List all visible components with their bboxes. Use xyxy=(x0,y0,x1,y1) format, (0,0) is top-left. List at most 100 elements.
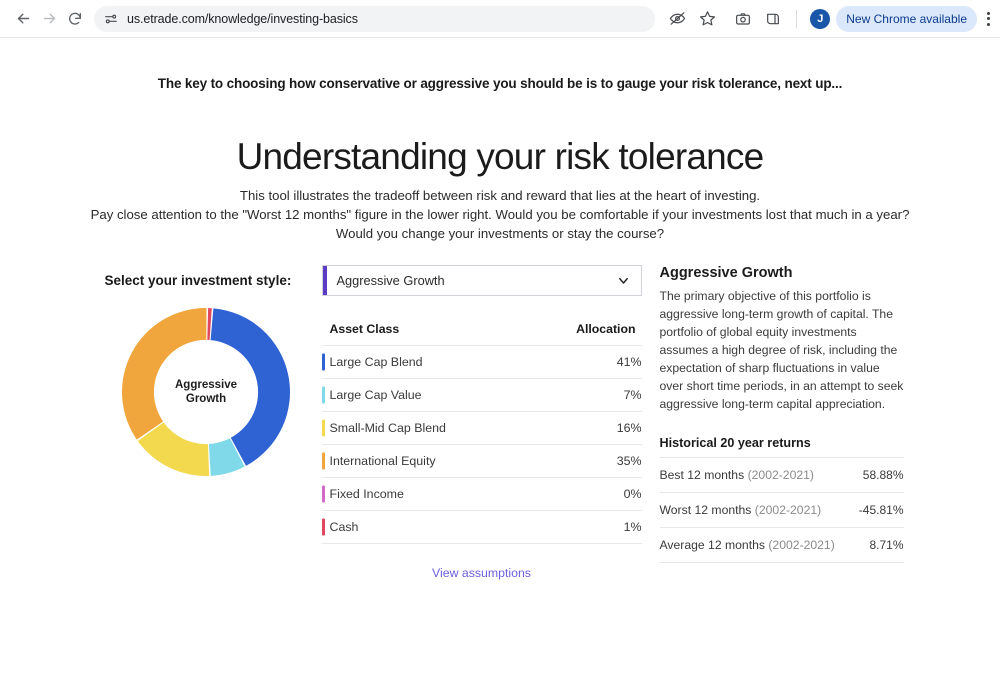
browser-toolbar: us.etrade.com/knowledge/investing-basics… xyxy=(0,0,1000,38)
menu-dot xyxy=(987,22,990,26)
eye-off-button[interactable] xyxy=(663,5,691,33)
subtitle-line-1: This tool illustrates the tradeoff betwe… xyxy=(239,187,761,203)
subtitle-line-3: Would you change your investments or sta… xyxy=(335,226,665,242)
investment-style-value: Aggressive Growth xyxy=(336,273,445,289)
color-swatch xyxy=(321,386,325,404)
allocation-cell: 7% xyxy=(522,378,642,412)
column-header-allocation: Allocation xyxy=(576,322,636,337)
table-row: International Equity 35% xyxy=(321,444,642,478)
back-button[interactable] xyxy=(10,6,36,32)
asset-class-cell: Large Cap Blend xyxy=(321,345,523,379)
color-swatch xyxy=(321,452,325,470)
color-swatch xyxy=(321,518,325,536)
table-header-row: Asset Class Allocation xyxy=(322,322,642,346)
avatar[interactable]: J xyxy=(810,8,831,29)
allocation-donut-chart: Aggressive Growth xyxy=(97,306,316,478)
reload-icon xyxy=(69,12,81,25)
donut-segment xyxy=(210,308,290,467)
page-content: The key to choosing how conservative or … xyxy=(0,76,1000,698)
chevron-down-icon xyxy=(616,273,631,288)
history-label-cell: Best 12 months (2002-2021) xyxy=(659,456,854,493)
history-row: Average 12 months (2002-2021) 8.71% xyxy=(659,526,904,563)
portfolio-style-name: Aggressive Growth xyxy=(659,265,793,282)
table-row: Large Cap Blend 41% xyxy=(321,345,642,379)
color-swatch xyxy=(321,419,325,437)
donut-segment xyxy=(207,308,212,341)
donut: Aggressive Growth xyxy=(120,306,292,478)
history-years: (2002-2021) xyxy=(747,467,814,482)
bookmark-button[interactable] xyxy=(693,5,721,33)
history-label-cell: Average 12 months (2002-2021) xyxy=(659,526,854,563)
back-arrow-icon xyxy=(17,13,29,24)
donut-svg xyxy=(122,308,290,477)
historical-returns-body: Best 12 months (2002-2021) 58.88% Worst 12… xyxy=(659,456,904,563)
history-years: (2002-2021) xyxy=(768,537,835,552)
history-value: -45.81% xyxy=(853,491,904,528)
menu-dot xyxy=(987,17,990,20)
address-bar[interactable]: us.etrade.com/knowledge/investing-basics xyxy=(94,5,656,32)
investment-style-label: Select your investment style: xyxy=(104,273,292,289)
table-row: Cash 1% xyxy=(321,510,642,545)
reload-button[interactable] xyxy=(62,6,88,32)
allocation-cell: 35% xyxy=(522,444,642,478)
allocation-table: Asset Class Allocation Large Cap Blend 41… xyxy=(321,322,642,545)
subtitle-line-2: Pay close attention to the "Worst 12 mon… xyxy=(90,207,910,223)
asset-class-label: Fixed Income xyxy=(329,487,404,502)
view-assumptions-link[interactable]: View assumptions xyxy=(432,566,531,581)
eye-off-icon xyxy=(669,12,686,25)
asset-class-label: Large Cap Blend xyxy=(329,355,423,370)
page-title: Understanding your risk tolerance xyxy=(236,136,765,177)
history-value: 8.71% xyxy=(853,526,904,563)
allocation-cell: 0% xyxy=(522,477,642,511)
side-panel-icon xyxy=(767,13,780,24)
forward-arrow-icon xyxy=(43,13,55,24)
history-label: Best 12 months xyxy=(659,467,745,482)
donut-segment xyxy=(122,308,207,441)
asset-class-cell: Small-Mid Cap Blend xyxy=(321,411,523,445)
asset-class-cell: Large Cap Value xyxy=(321,378,523,412)
history-value: 58.88% xyxy=(853,456,904,493)
forward-button[interactable] xyxy=(36,6,62,32)
toolbar-icons: J New Chrome available xyxy=(663,5,990,33)
chrome-update-button[interactable]: New Chrome available xyxy=(836,5,977,32)
column-header-asset-class: Asset Class xyxy=(329,322,400,337)
tune-sliders-icon[interactable] xyxy=(104,12,118,26)
color-swatch xyxy=(321,485,325,503)
screenshot-camera-icon xyxy=(736,12,751,25)
history-label: Worst 12 months xyxy=(659,502,752,517)
asset-class-label: Small-Mid Cap Blend xyxy=(329,421,446,436)
star-bookmark-icon xyxy=(699,11,715,26)
side-panel-button[interactable] xyxy=(759,5,787,33)
history-label-cell: Worst 12 months (2002-2021) xyxy=(659,491,854,528)
table-row: Large Cap Value 7% xyxy=(321,378,642,412)
toolbar-divider xyxy=(796,9,798,28)
url-text: us.etrade.com/knowledge/investing-basics xyxy=(127,11,358,26)
menu-dot xyxy=(987,11,990,15)
donut-segment xyxy=(137,422,210,477)
historical-returns-table: Best 12 months (2002-2021) 58.88% Worst 12… xyxy=(659,456,904,563)
history-row: Best 12 months (2002-2021) 58.88% xyxy=(659,456,904,493)
allocation-cell: 41% xyxy=(522,345,642,379)
investment-style-select[interactable]: Aggressive Growth xyxy=(321,265,642,297)
intro-line: The key to choosing how conservative or … xyxy=(157,76,843,91)
browser-menu-button[interactable] xyxy=(987,11,990,26)
risk-tolerance-tool: Understanding your risk tolerance This t… xyxy=(0,136,1000,581)
tool-body: Select your investment style: Aggressive… xyxy=(60,265,940,580)
donut-segment xyxy=(208,438,245,477)
right-column: Aggressive Growth The primary objective … xyxy=(642,265,904,580)
screenshot-button[interactable] xyxy=(729,5,757,33)
asset-class-cell: International Equity xyxy=(321,444,523,478)
asset-class-cell: Cash xyxy=(321,510,523,545)
asset-class-cell: Fixed Income xyxy=(321,477,523,511)
left-column: Select your investment style: Aggressive… xyxy=(97,265,322,580)
allocation-cell: 16% xyxy=(522,411,642,445)
history-label: Average 12 months xyxy=(659,537,765,552)
allocation-cell: 1% xyxy=(522,510,642,545)
table-row: Small-Mid Cap Blend 16% xyxy=(321,411,642,445)
color-swatch xyxy=(321,353,325,371)
table-row: Fixed Income 0% xyxy=(321,477,642,511)
chrome-update-label: New Chrome available xyxy=(846,11,967,26)
history-years: (2002-2021) xyxy=(754,502,822,517)
asset-class-label: International Equity xyxy=(329,454,436,469)
asset-class-label: Cash xyxy=(329,520,359,535)
